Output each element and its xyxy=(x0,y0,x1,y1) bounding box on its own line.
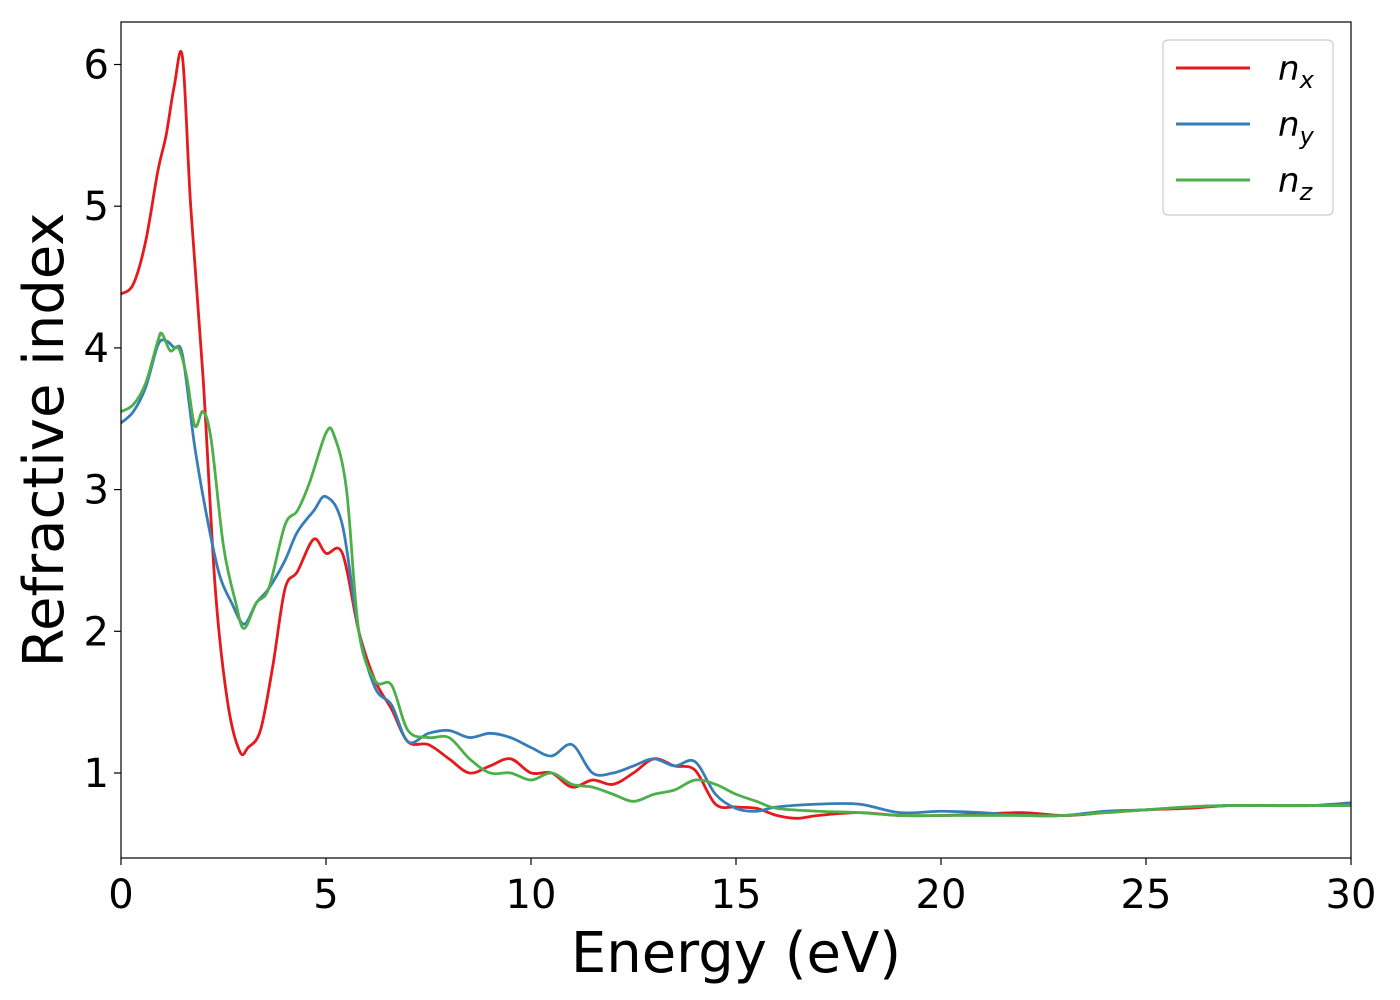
x-tick-label: 30 xyxy=(1326,872,1377,918)
x-tick-label: 0 xyxy=(108,872,133,918)
series-line-z xyxy=(121,331,1351,818)
y-tick-label: 2 xyxy=(84,609,109,655)
legend-item-z: nz xyxy=(1176,161,1314,206)
legend-item-y: ny xyxy=(1176,105,1315,150)
series-layer xyxy=(121,50,1351,820)
legend-label: nx xyxy=(1278,49,1315,94)
legend-box xyxy=(1162,39,1334,216)
y-tick-label: 5 xyxy=(84,184,109,230)
y-axis-ticks: 1 2 3 4 5 6 xyxy=(84,43,121,797)
x-axis-ticks: 0 5 10 15 20 25 30 xyxy=(108,858,1376,918)
series-line-y xyxy=(121,338,1351,818)
x-tick-label: 25 xyxy=(1121,872,1172,918)
legend: nx ny nz xyxy=(1162,39,1334,216)
x-tick-label: 20 xyxy=(916,872,967,918)
y-tick-label: 6 xyxy=(84,43,109,89)
y-axis-title: Refractive index xyxy=(12,213,77,668)
x-tick-label: 5 xyxy=(313,872,338,918)
y-tick-label: 1 xyxy=(84,751,109,797)
y-tick-label: 3 xyxy=(84,468,109,514)
x-tick-label: 10 xyxy=(506,872,557,918)
legend-label: ny xyxy=(1278,105,1315,150)
x-tick-label: 15 xyxy=(711,872,762,918)
y-tick-label: 4 xyxy=(84,326,109,372)
legend-item-x: nx xyxy=(1176,49,1315,94)
legend-label: nz xyxy=(1278,161,1314,206)
x-axis-title: Energy (eV) xyxy=(571,921,901,986)
